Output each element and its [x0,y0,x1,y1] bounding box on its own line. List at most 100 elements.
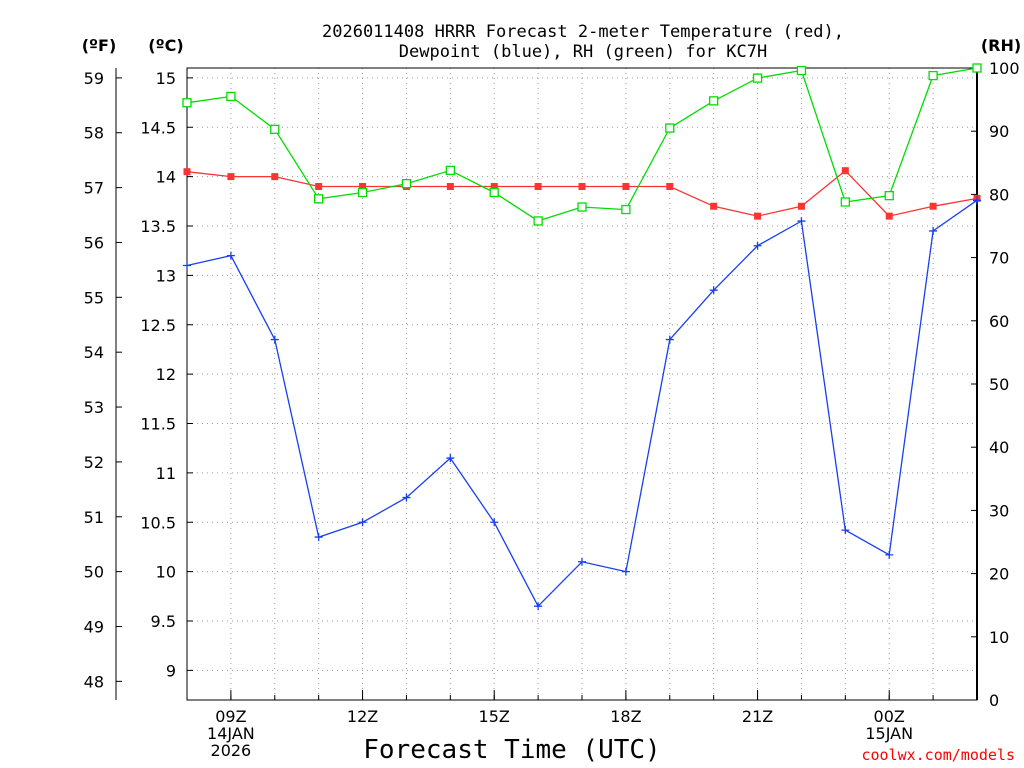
celsius-tick-label: 12 [156,365,176,384]
axes [115,67,978,701]
rh-tick-label: 50 [989,375,1009,394]
temperature-point [666,183,674,190]
rh-tick-label: 10 [989,628,1009,647]
x-tick-label: 00Z [874,707,905,726]
x-tick-label: 15Z [479,707,510,726]
x-tick-label: 2026 [211,741,252,760]
dewpoint-point [270,335,279,344]
x-tick-label: 09Z [215,707,246,726]
x-tick-label: 21Z [742,707,773,726]
rh-point [752,73,763,83]
rh-point [577,202,587,212]
fahrenheit-tick-label: 58 [84,124,104,143]
temperature-point [227,173,235,181]
temperature-point [183,168,191,176]
celsius-tick-label: 11 [156,464,176,483]
temperature-point [622,183,630,190]
temperature-point [754,212,762,220]
fahrenheit-tick-label: 56 [84,233,104,252]
rh-tick-label: 60 [989,312,1009,331]
chart-title-line-1: 2026011408 HRRR Forecast 2-meter Tempera… [322,22,844,42]
celsius-tick-label: 12.5 [140,316,176,335]
rh-point [314,194,324,204]
fahrenheit-tick-label: 51 [84,508,104,527]
rh-tick-label: 100 [989,59,1020,78]
temperature-point [534,183,542,190]
fahrenheit-tick-label: 57 [84,179,104,198]
fahrenheit-unit-label: (ºF) [82,36,117,55]
temperature-point [446,183,454,190]
celsius-tick-label: 15 [156,69,176,88]
rh-tick-label: 70 [989,249,1009,268]
dewpoint-point [797,217,806,226]
temperature-point [271,173,279,181]
rh-point [489,187,499,198]
dewpoint-point [841,526,850,535]
dewpoint-point [973,196,981,205]
temperature-point [359,183,367,190]
dewpoint-point [665,335,674,344]
rh-point [840,197,850,207]
temperature-point [885,212,893,220]
fahrenheit-tick-label: 55 [84,288,104,307]
x-tick-label: 14JAN [207,724,255,743]
temperature-point [578,183,586,190]
rh-tick-label: 90 [989,122,1009,141]
data-series [182,63,982,611]
fahrenheit-tick-label: 52 [84,453,104,472]
dewpoint-point [402,493,411,502]
rh-point [972,63,982,73]
fahrenheit-tick-label: 48 [84,672,104,691]
celsius-tick-label: 10 [156,563,176,582]
fahrenheit-tick-label: 50 [84,563,104,582]
x-axis-title: Forecast Time (UTC) [363,735,660,765]
fahrenheit-tick-label: 54 [84,343,104,362]
rh-tick-label: 20 [989,565,1009,584]
celsius-tick-label: 9.5 [151,612,176,631]
rh-point [270,124,280,134]
dewpoint-point [358,518,367,527]
dewpoint-point [578,557,586,566]
rh-point [182,98,192,108]
chart-title-line-2: Dewpoint (blue), RH (green) for KC7H [399,42,767,62]
rh-tick-label: 40 [989,438,1009,457]
celsius-tick-label: 13.5 [140,217,176,236]
dewpoint-point [183,261,191,270]
dewpoint-point [621,567,630,576]
fahrenheit-tick-label: 49 [84,617,104,636]
dewpoint-point [709,286,718,295]
rh-unit-label: (RH) [981,36,1021,55]
rh-point [928,70,938,81]
dewpoint-point [314,533,323,542]
x-tick-label: 12Z [347,707,378,726]
rh-point [533,216,543,226]
dewpoint-point [534,602,543,611]
rh-point [621,204,631,215]
celsius-tick-label: 11.5 [140,415,176,434]
rh-point [709,96,719,106]
celsius-unit-label: (ºC) [148,36,183,55]
site-credit: coolwx.com/models [861,746,1015,764]
rh-point [665,123,675,133]
rh-point [401,179,412,189]
celsius-tick-label: 10.5 [140,513,176,532]
rh-point [445,165,455,176]
rh-line [186,67,978,222]
x-tick-label: 18Z [610,707,641,726]
gridlines [187,68,977,700]
dewpoint-point [929,226,938,235]
temperature-point [490,183,498,190]
celsius-tick-label: 9 [166,661,176,680]
rh-point [226,91,236,102]
temperature-point [929,202,937,210]
dewpoint-point [226,251,235,260]
rh-point [796,65,807,76]
temperature-point [315,183,323,190]
celsius-tick-label: 14 [156,168,176,187]
x-tick-label: 15JAN [865,724,913,743]
fahrenheit-tick-label: 59 [84,69,104,88]
tick-labels: 9 9.5 10 10.5 11 11.5 12 12.5 13 13.5 14 14.5 15 48 49… [84,59,1020,760]
fahrenheit-tick-label: 53 [84,398,104,417]
celsius-tick-label: 14.5 [140,118,176,137]
